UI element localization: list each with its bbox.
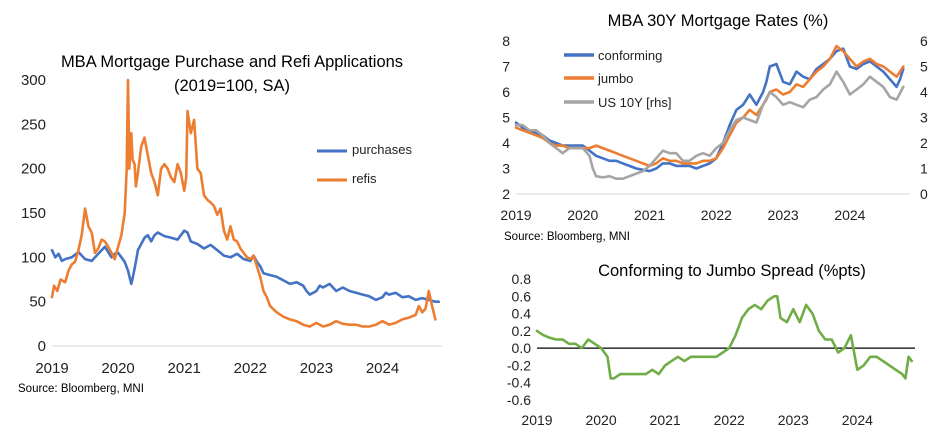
x-tick-label: 2021 <box>634 207 665 223</box>
chart-title: Conforming to Jumbo Spread (%pts) <box>598 262 866 280</box>
x-tick-label: 2019 <box>35 360 68 377</box>
x-tick-label: 2019 <box>500 207 531 223</box>
mortgage-rates-chart: MBA 30Y Mortgage Rates (%) Source: Bloom… <box>500 12 928 243</box>
x-tick-label: 2021 <box>650 412 681 428</box>
y-tick-label: 5 <box>502 110 510 126</box>
series-line-refis <box>50 78 437 328</box>
y-right-tick-label: 3 <box>920 110 928 126</box>
y-tick-label: 250 <box>21 116 46 133</box>
y-tick-label: 0.6 <box>512 288 532 304</box>
series-line-us-10y-rhs <box>514 70 905 180</box>
legend-label: conforming <box>598 48 662 63</box>
y-tick-label: -0.6 <box>507 392 531 408</box>
y-right-tick-label: 2 <box>920 135 928 151</box>
y-tick-label: 2 <box>502 186 510 202</box>
y-tick-label: 0.2 <box>512 323 532 339</box>
x-tick-label: 2019 <box>521 412 552 428</box>
x-tick-label: 2024 <box>366 360 399 377</box>
legend-label: refis <box>352 171 377 186</box>
legend-label: purchases <box>352 142 412 157</box>
legend-label: US 10Y [rhs] <box>598 95 671 110</box>
y-tick-label: 200 <box>21 161 46 178</box>
x-tick-label: 2022 <box>714 412 745 428</box>
y-tick-label: 300 <box>21 72 46 89</box>
y-tick-label: 6 <box>502 84 510 100</box>
x-tick-label: 2022 <box>234 360 267 377</box>
y-tick-label: 50 <box>29 294 46 311</box>
x-tick-label: 2022 <box>701 207 732 223</box>
series-line-conforming <box>514 47 905 173</box>
y-right-tick-label: 0 <box>920 186 928 202</box>
y-tick-label: 0.8 <box>512 271 532 287</box>
spread-chart: Conforming to Jumbo Spread (%pts) -0.6-0… <box>507 262 915 428</box>
x-tick-label: 2023 <box>778 412 809 428</box>
y-tick-label: 150 <box>21 205 46 222</box>
y-tick-label: -0.4 <box>507 375 531 391</box>
x-tick-label: 2020 <box>585 412 616 428</box>
y-right-tick-label: 6 <box>920 33 928 49</box>
spread-chart-panel: Conforming to Jumbo Spread (%pts) -0.6 -0… <box>470 255 945 432</box>
x-tick-label: 2020 <box>101 360 134 377</box>
y-tick-label: 4 <box>502 135 510 151</box>
source-note: Source: Bloomberg, MNI <box>504 231 630 243</box>
x-tick-label: 2023 <box>768 207 799 223</box>
y-tick-label: -0.2 <box>507 357 531 373</box>
y-tick-label: 3 <box>502 161 510 177</box>
x-tick-label: 2024 <box>834 207 865 223</box>
series-line-spread <box>535 294 914 380</box>
y-right-tick-label: 1 <box>920 161 928 177</box>
x-tick-label: 2023 <box>300 360 333 377</box>
mortgage-rates-chart-panel: MBA 30Y Mortgage Rates (%) Source: Bloom… <box>470 0 945 248</box>
chart-title: MBA Mortgage Purchase and Refi Applicati… <box>61 53 403 71</box>
source-note: Source: Bloomberg, MNI <box>18 383 144 395</box>
applications-chart: MBA Mortgage Purchase and Refi Applicati… <box>18 53 442 395</box>
legend-label: jumbo <box>597 71 633 86</box>
y-tick-label: 8 <box>502 33 510 49</box>
y-tick-label: 0 <box>38 338 46 355</box>
y-tick-label: 7 <box>502 59 510 75</box>
x-tick-label: 2020 <box>567 207 598 223</box>
y-right-tick-label: 4 <box>920 84 928 100</box>
chart-subtitle: (2019=100, SA) <box>174 77 290 95</box>
series-line-purchases <box>50 229 441 304</box>
y-right-tick-label: 5 <box>920 59 928 75</box>
x-tick-label: 2024 <box>842 412 873 428</box>
chart-title: MBA 30Y Mortgage Rates (%) <box>608 12 829 30</box>
y-tick-label: 0.0 <box>512 340 532 356</box>
applications-chart-panel: MBA Mortgage Purchase and Refi Applicati… <box>0 0 452 432</box>
y-tick-label: 0.4 <box>512 306 532 322</box>
y-tick-label: 100 <box>21 249 46 266</box>
x-tick-label: 2021 <box>168 360 201 377</box>
